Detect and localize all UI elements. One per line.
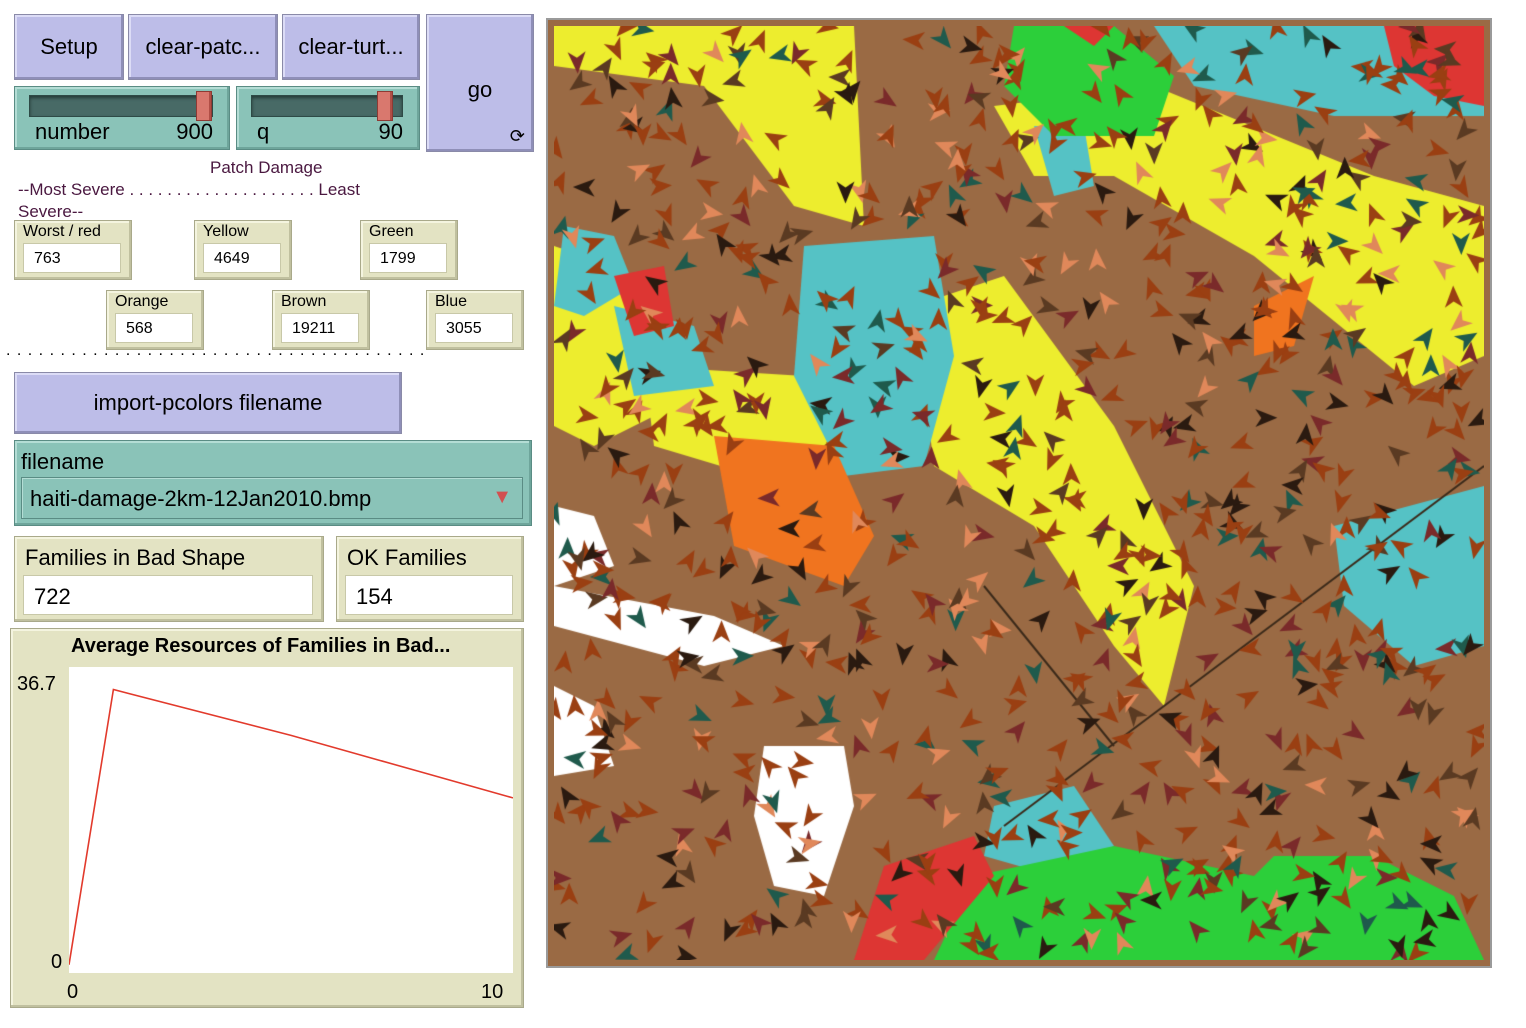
number-slider[interactable]: number 900 (14, 86, 230, 150)
patch-damage-note: Patch Damage (210, 158, 323, 177)
blue-monitor: Blue 3055 (426, 290, 524, 350)
go-button[interactable]: go ⟳ (426, 14, 534, 152)
plot-y-max: 36.7 (17, 673, 56, 695)
monitor-value: 154 (345, 575, 513, 615)
brown-monitor: Brown 19211 (272, 290, 370, 350)
red-monitor: Worst / red 763 (14, 220, 132, 280)
setup-button[interactable]: Setup (14, 14, 124, 80)
monitor-value: 4649 (203, 243, 281, 273)
plot-y-min: 0 (51, 951, 63, 973)
slider-thumb[interactable] (195, 91, 212, 121)
slider-thumb[interactable] (377, 91, 393, 121)
world-canvas[interactable] (554, 26, 1484, 960)
monitor-value: 19211 (281, 313, 359, 343)
clear-turtles-button[interactable]: clear-turt... (282, 14, 420, 80)
filename-chooser[interactable]: filename haiti-damage-2km-12Jan2010.bmp … (14, 440, 532, 526)
monitor-label: Yellow (203, 223, 249, 240)
slider-track[interactable] (29, 95, 213, 117)
slider-value: 900 (176, 119, 213, 144)
green-monitor: Green 1799 (360, 220, 458, 280)
monitor-label: OK Families (347, 545, 467, 570)
slider-value: 90 (378, 119, 403, 144)
plot-area (69, 667, 513, 973)
plot-x-min: 0 (67, 981, 79, 1003)
plot-title: Average Resources of Families in Bad... (71, 635, 451, 657)
world-view[interactable] (546, 18, 1492, 968)
chooser-label: filename (21, 449, 105, 474)
ok-families-monitor: OK Families 154 (336, 536, 524, 622)
go-label: go (467, 77, 493, 102)
dotted-separator: . . . . . . . . . . . . . . . . . . . . … (6, 342, 426, 359)
slider-track[interactable] (251, 95, 403, 117)
slider-label: q (257, 119, 270, 144)
chooser-value: haiti-damage-2km-12Jan2010.bmp (30, 486, 372, 511)
monitor-value: 568 (115, 313, 193, 343)
monitor-label: Orange (115, 293, 169, 310)
bad-shape-monitor: Families in Bad Shape 722 (14, 536, 324, 622)
monitor-value: 3055 (435, 313, 513, 343)
orange-monitor: Orange 568 (106, 290, 204, 350)
clear-patches-button[interactable]: clear-patc... (128, 14, 278, 80)
monitor-label: Brown (281, 293, 327, 310)
monitor-label: Blue (435, 293, 468, 310)
monitor-label: Green (369, 223, 414, 240)
yellow-monitor: Yellow 4649 (194, 220, 292, 280)
import-pcolors-button[interactable]: import-pcolors filename (14, 372, 402, 434)
monitor-label: Worst / red (23, 223, 101, 240)
series-line (69, 688, 513, 965)
slider-label: number (35, 119, 110, 144)
resources-plot: Average Resources of Families in Bad... … (10, 628, 524, 1008)
monitor-value: 722 (23, 575, 313, 615)
monitor-label: Families in Bad Shape (25, 545, 246, 570)
severity-scale-note-2: Severe-- (18, 202, 84, 221)
chooser-select[interactable]: haiti-damage-2km-12Jan2010.bmp ▼ (21, 477, 523, 519)
monitor-value: 1799 (369, 243, 447, 273)
dropdown-arrow-icon[interactable]: ▼ (492, 486, 512, 508)
plot-x-max: 10 (481, 981, 504, 1003)
q-slider[interactable]: q 90 (236, 86, 420, 150)
severity-scale-note: --Most Severe . . . . . . . . . . . . . … (18, 180, 360, 199)
monitor-value: 763 (23, 243, 121, 273)
forever-icon: ⟳ (509, 126, 525, 146)
